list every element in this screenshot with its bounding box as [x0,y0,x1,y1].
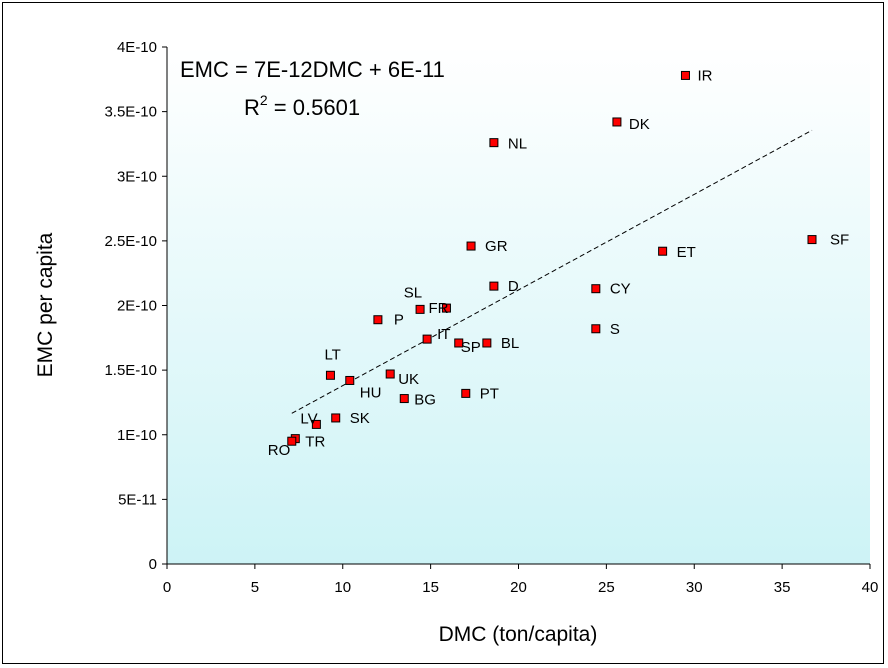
point-label-it: IT [437,326,450,343]
point-label-ir: IR [697,67,712,84]
x-tick-label: 35 [774,579,791,596]
r-squared-superscript: 2 [260,92,268,108]
point-marker-s [591,324,601,334]
point-label-bg: BG [414,392,436,409]
point-label-hu: HU [360,384,382,401]
point-label-lv: LV [300,410,317,427]
point-marker-bl [482,338,492,348]
y-tick-label: 5E-11 [118,491,157,508]
x-tick-label: 0 [163,579,171,596]
point-label-p: P [394,312,404,329]
y-tick-label: 1E-10 [117,427,157,444]
point-label-pt: PT [480,385,499,402]
x-tick-label: 40 [862,579,879,596]
point-label-sf: SF [830,232,849,249]
y-tick-label: 0 [149,556,157,573]
y-tick-label: 3E-10 [117,168,157,185]
point-marker-p [373,315,383,325]
y-tick-label: 2.5E-10 [104,233,157,250]
point-marker-ir [680,70,690,80]
point-marker-nl [489,138,499,148]
data-points: IR DK NL SF GR ET D CY SL FR P S IT SP BL LT HU UK PT BG SK L… [268,67,849,459]
point-label-sl: SL [404,284,422,301]
point-marker-d [489,281,499,291]
point-marker-gr [466,241,476,251]
point-marker-lt [325,370,335,380]
r-squared-prefix: R [244,95,260,120]
point-marker-cy [591,284,601,294]
point-label-fr: FR [428,300,448,317]
point-marker-sp [454,338,464,348]
point-marker-ro [287,436,297,446]
point-marker-sf [807,235,817,245]
point-label-s: S [610,321,620,338]
x-axis-title: DMC (ton/capita) [439,623,598,646]
trendline [291,129,813,414]
point-label-gr: GR [485,238,508,255]
point-label-d: D [508,278,519,295]
point-marker-dk [612,117,622,127]
point-marker-pt [461,388,471,398]
point-marker-fr [441,303,451,313]
point-marker-bg [399,394,409,404]
point-marker-sl [415,304,425,314]
point-label-ro: RO [268,442,291,459]
point-label-et: ET [677,244,696,261]
point-label-sk: SK [350,410,370,427]
point-label-cy: CY [610,281,631,298]
point-label-bl: BL [501,335,519,352]
y-tick-label: 3.5E-10 [104,104,157,121]
x-tick-label: 10 [334,579,351,596]
point-label-sp: SP [461,339,481,356]
r-squared-label: R2 = 0.5601 [244,92,360,120]
axes [162,46,871,569]
x-tick-label: 5 [251,579,259,596]
plot-area [167,47,870,564]
point-label-lt: LT [324,346,340,363]
point-marker-hu [345,375,355,385]
equation-label: EMC = 7E-12DMC + 6E-11 [180,57,445,82]
point-marker-lv [311,419,321,429]
point-label-tr: TR [305,434,325,451]
x-tick-label: 25 [598,579,615,596]
point-marker-it [422,334,432,344]
r-squared-value: = 0.5601 [268,95,360,120]
y-tick-label: 4E-10 [117,39,157,56]
trendline-group [291,129,813,414]
point-label-dk: DK [629,116,650,133]
y-tick-label: 2E-10 [117,298,157,315]
point-marker-uk [385,369,395,379]
x-tick-label: 30 [686,579,703,596]
point-marker-sk [331,413,341,423]
tick-labels: 0 5 10 15 20 25 30 35 40 0 5E-11 1E-10 1.5E-10 2E-10 2… [104,39,878,596]
point-marker-et [658,246,668,256]
point-label-uk: UK [398,371,419,388]
y-axis-title: EMC per capita [34,232,57,377]
point-label-nl: NL [508,136,527,153]
x-tick-label: 20 [510,579,527,596]
x-tick-label: 15 [422,579,439,596]
y-tick-label: 1.5E-10 [104,362,157,379]
